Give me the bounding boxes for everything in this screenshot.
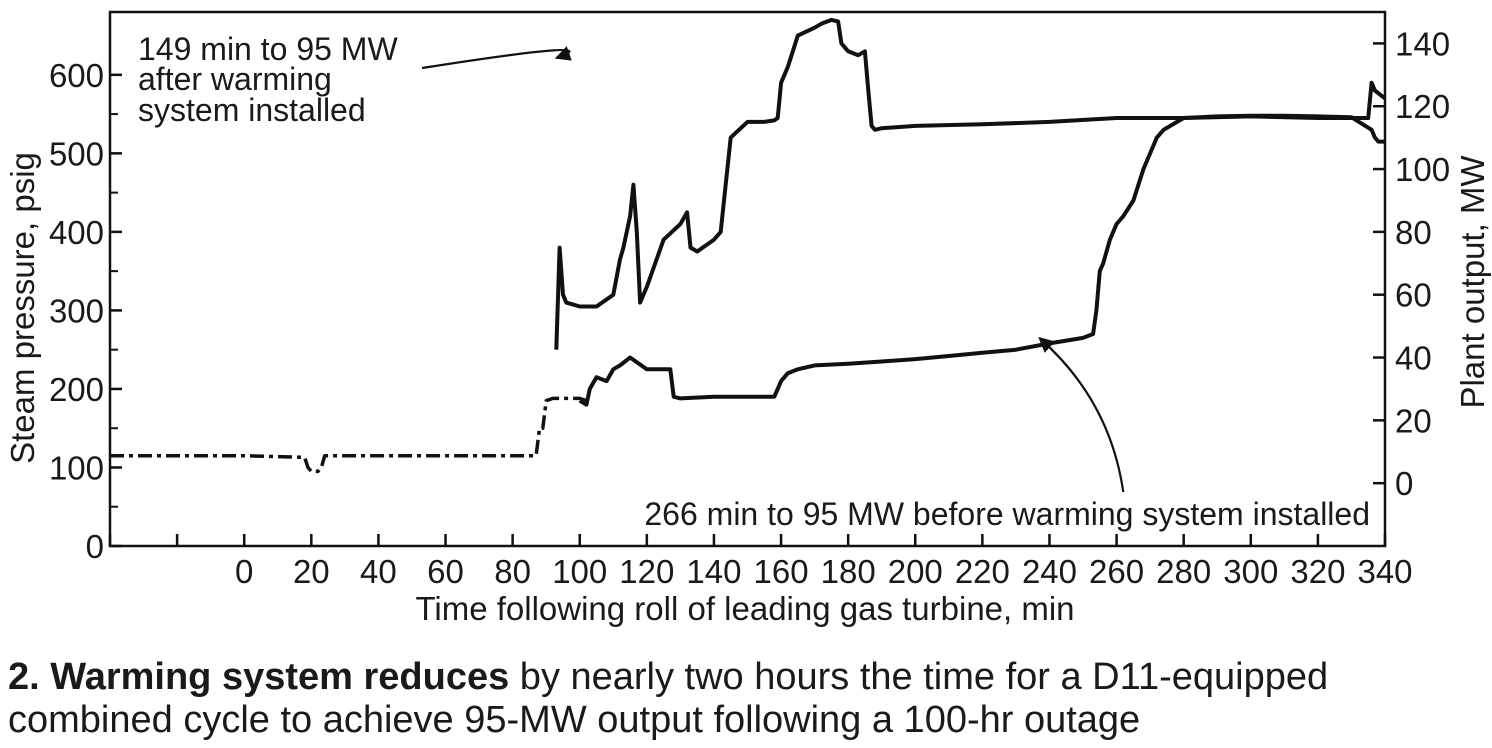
y-right-tick-label-0: 0 bbox=[1395, 465, 1413, 502]
x-tick-label-0: 0 bbox=[235, 553, 253, 590]
y-right-tick-label-5: 100 bbox=[1395, 151, 1450, 188]
caption-bold: 2. Warming system reduces bbox=[8, 656, 510, 698]
x-tick-label-4: 80 bbox=[494, 553, 531, 590]
y-axis-left-title: Steam pressure, psig bbox=[4, 152, 41, 464]
x-tick-label-16: 320 bbox=[1290, 553, 1345, 590]
y-right-tick-label-7: 140 bbox=[1395, 25, 1450, 62]
chart: 0 20 40 60 80 100 120 140 160 180 200 220 240 260 280 3… bbox=[4, 10, 1491, 627]
y-left-tick-label-0: 0 bbox=[86, 528, 104, 565]
x-tick-label-7: 140 bbox=[686, 553, 741, 590]
series-line-0 bbox=[554, 17, 1387, 350]
annotation-after-line-2: after warming bbox=[138, 61, 332, 97]
y-left-tick-label-4: 400 bbox=[49, 214, 104, 251]
x-tick-label-8: 160 bbox=[754, 553, 809, 590]
x-tick-label-13: 260 bbox=[1089, 553, 1144, 590]
annotation-layer: 149 min to 95 MW after warming system in… bbox=[138, 31, 1370, 532]
y-right-tick-label-2: 40 bbox=[1395, 340, 1432, 377]
y-left-tick-label-6: 600 bbox=[49, 57, 104, 94]
annotation-after-line-3: system installed bbox=[138, 92, 366, 128]
plot-frame bbox=[108, 10, 1387, 548]
y-right-tick-label-3: 60 bbox=[1395, 277, 1432, 314]
x-tick-label-3: 60 bbox=[427, 553, 464, 590]
x-tick-label-14: 280 bbox=[1156, 553, 1211, 590]
x-tick-label-15: 300 bbox=[1223, 553, 1278, 590]
y-left-tick-label-5: 500 bbox=[49, 135, 104, 172]
caption-rest: by nearly two hours the time for a D11-e… bbox=[8, 656, 1329, 741]
series-layer bbox=[110, 17, 1387, 474]
x-tick-label-17: 340 bbox=[1357, 553, 1412, 590]
y-right-tick-label-4: 80 bbox=[1395, 214, 1432, 251]
series-line-2 bbox=[110, 396, 587, 474]
ticks-layer: 0 20 40 60 80 100 120 140 160 180 200 220 240 260 280 3… bbox=[49, 25, 1450, 590]
series-line-1 bbox=[578, 113, 1385, 407]
figure-caption: 2. Warming system reduces by nearly two … bbox=[8, 656, 1488, 742]
x-tick-label-10: 200 bbox=[888, 553, 943, 590]
y-right-tick-label-6: 120 bbox=[1395, 88, 1450, 125]
x-tick-label-6: 120 bbox=[619, 553, 674, 590]
annotation-after-line-1: 149 min to 95 MW bbox=[138, 31, 398, 67]
x-tick-label-12: 240 bbox=[1022, 553, 1077, 590]
x-tick-label-9: 180 bbox=[821, 553, 876, 590]
x-axis-title: Time following roll of leading gas turbi… bbox=[415, 590, 1074, 627]
plot-border bbox=[108, 10, 1387, 548]
annotation-before-arrow bbox=[1038, 336, 1125, 493]
x-tick-label-11: 220 bbox=[955, 553, 1010, 590]
y-axis-right-title: Plant output, MW bbox=[1454, 155, 1491, 409]
x-tick-label-2: 40 bbox=[360, 553, 397, 590]
annotation-before-line-1: 266 min to 95 MW before warming system i… bbox=[644, 496, 1370, 532]
y-left-tick-label-1: 100 bbox=[49, 449, 104, 486]
annotation-after-arrow bbox=[421, 46, 572, 70]
y-left-tick-label-3: 300 bbox=[49, 292, 104, 329]
x-tick-label-1: 20 bbox=[293, 553, 330, 590]
x-tick-label-5: 100 bbox=[552, 553, 607, 590]
y-right-tick-label-1: 20 bbox=[1395, 402, 1432, 439]
y-left-tick-label-2: 200 bbox=[49, 371, 104, 408]
